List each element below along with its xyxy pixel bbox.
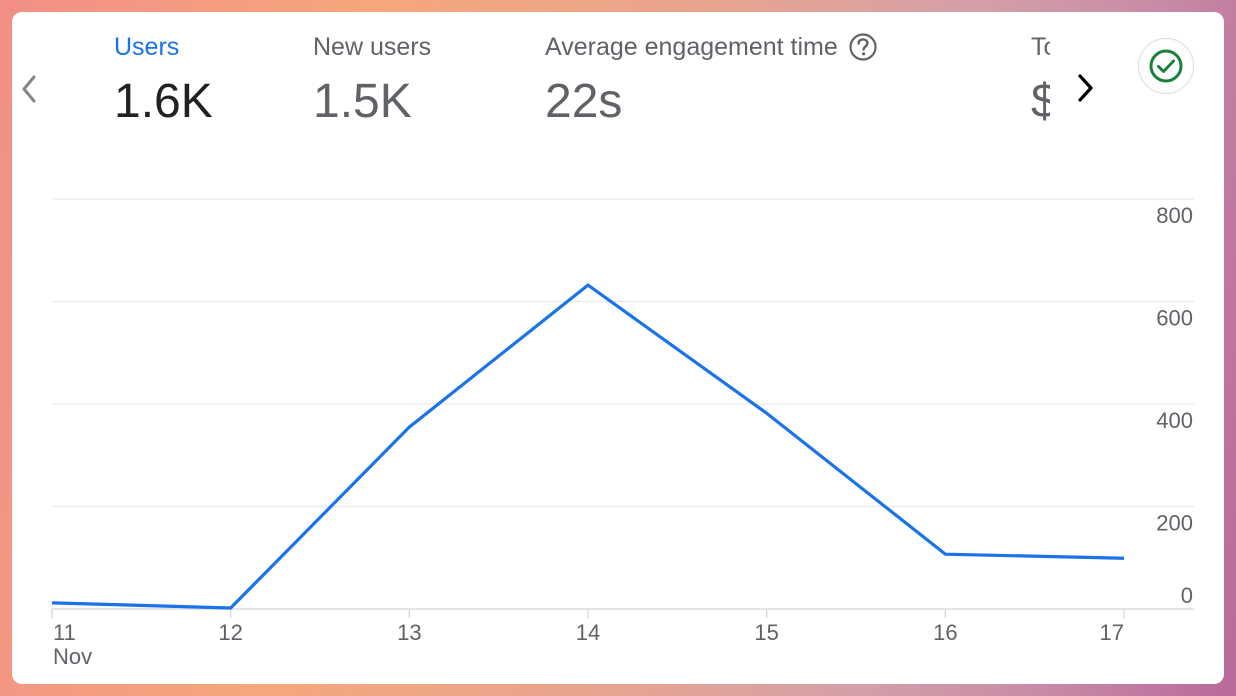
users-series-line	[51, 283, 1125, 610]
metric-tabs: Users 1.6K New users 1.5K Average engage…	[12, 12, 1050, 152]
help-circle-icon[interactable]	[848, 32, 878, 62]
metric-tab-average-engagement-time[interactable]: Average engagement time 22s	[545, 32, 878, 130]
x-axis-month-label: Nov	[53, 644, 92, 669]
x-tick-label: 14	[576, 620, 600, 645]
next-metrics-button[interactable]	[1072, 70, 1100, 106]
previous-metrics-button[interactable]	[18, 72, 44, 106]
metric-value: 1.5K	[313, 75, 412, 128]
users-overview-card: Users 1.6K New users 1.5K Average engage…	[12, 12, 1224, 684]
metric-label: New users	[313, 33, 432, 61]
chart-gridlines	[52, 198, 1194, 610]
chevron-left-icon	[22, 75, 36, 103]
x-tick-label: 15	[754, 620, 778, 645]
metric-tab-users[interactable]: Users 1.6K	[114, 32, 213, 130]
x-axis-ticks: 11 12 13 14 15 16 17 Nov	[51, 609, 1125, 669]
metric-label: Users	[114, 33, 180, 61]
metric-label: To	[1031, 33, 1050, 61]
metric-tab-truncated[interactable]: To $	[1031, 32, 1050, 130]
y-tick-label: 200	[1156, 511, 1193, 536]
metric-tab-new-users[interactable]: New users 1.5K	[313, 32, 431, 130]
y-tick-label: 400	[1156, 408, 1193, 433]
y-tick-label: 800	[1156, 203, 1193, 228]
y-axis-ticks: 800 600 400 200 0	[1156, 203, 1193, 608]
x-tick-label: 16	[933, 620, 957, 645]
x-tick-label: 13	[397, 620, 421, 645]
x-tick-label: 17	[1100, 620, 1124, 645]
metric-value: 1.6K	[114, 75, 213, 128]
chevron-right-icon	[1078, 74, 1093, 102]
x-tick-label: 11	[53, 620, 76, 645]
metric-value: 22s	[545, 75, 623, 128]
chart-series	[51, 283, 1125, 610]
y-tick-label: 0	[1181, 583, 1193, 608]
metric-label: Average engagement time	[545, 33, 838, 61]
y-tick-label: 600	[1156, 306, 1193, 331]
metric-value: $	[1031, 75, 1050, 128]
data-quality-status-button[interactable]	[1138, 38, 1194, 94]
x-tick-label: 12	[218, 620, 242, 645]
users-line-chart: 800 600 400 200 0 11 12 13 14 15 16 17 Nov	[51, 198, 1194, 669]
check-circle-icon	[1149, 49, 1183, 83]
